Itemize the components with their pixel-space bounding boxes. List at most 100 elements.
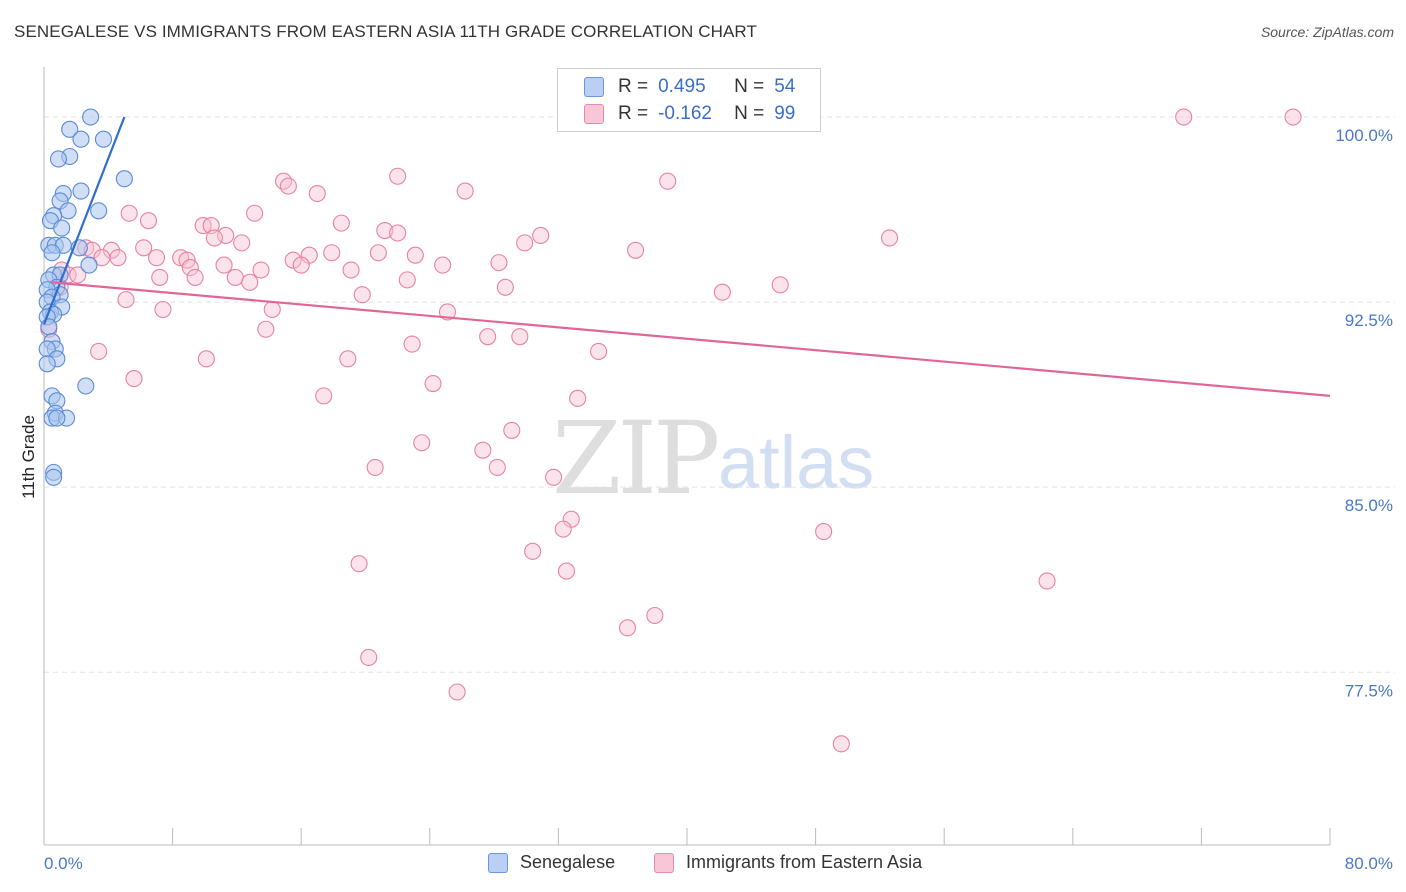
y-tick-label: 85.0% [1345, 496, 1393, 515]
senegalese-point [82, 108, 100, 126]
correlation-legend: R = 0.495 N = 54 R = -0.162 N = 99 [557, 68, 821, 132]
legend-swatch-blue [584, 77, 604, 97]
eastern-asia-point [308, 184, 326, 203]
eastern-asia-point [511, 328, 529, 346]
source-label: Source: ZipAtlas.com [1260, 24, 1394, 40]
eastern-asia-point [353, 286, 371, 304]
y-tick-labels: 100.0% 92.5% 85.0% 77.5% [1335, 126, 1393, 700]
senegalese-point [38, 355, 56, 373]
eastern-asia-point [135, 239, 153, 257]
eastern-asia-point [215, 256, 233, 274]
eastern-asia-point [413, 434, 431, 452]
legend-n-value: 54 [774, 76, 796, 97]
eastern-asia-point [241, 273, 259, 291]
eastern-asia-point [398, 271, 416, 289]
eastern-asia-point [403, 335, 421, 353]
y-axis-label: 11th Grade [19, 415, 38, 499]
bottom-legend-senegalese: Senegalese [488, 852, 615, 873]
eastern-asia-point [456, 182, 474, 200]
senegalese-point [72, 182, 90, 200]
eastern-asia-point [713, 283, 731, 301]
y-tick-label: 100.0% [1335, 126, 1393, 145]
senegalese-point [59, 202, 77, 220]
senegalese-point [80, 256, 98, 274]
bottom-legend-swatch-blue [488, 852, 508, 873]
eastern-asia-point [532, 226, 550, 245]
eastern-asia-point [117, 291, 135, 309]
eastern-asia-point [406, 246, 424, 264]
eastern-asia-point [516, 234, 534, 252]
x-tick-label: 80.0% [1345, 854, 1393, 873]
eastern-asia-point [332, 214, 350, 232]
eastern-asia-point [646, 606, 664, 625]
eastern-asia-point [197, 350, 215, 368]
x-ticks: 0.0% 80.0% [44, 828, 1393, 873]
senegalese-point [40, 318, 58, 336]
eastern-asia-point [659, 172, 677, 190]
eastern-asia-point [771, 276, 789, 294]
eastern-asia-point [503, 421, 521, 439]
eastern-asia-trend-line [51, 281, 1331, 397]
eastern-asia-point [339, 350, 357, 368]
legend-row-senegalese: R = 0.495 N = 54 [558, 74, 795, 100]
eastern-asia-point [69, 266, 87, 284]
legend-r-value: 0.495 [658, 76, 706, 97]
eastern-asia-point [263, 300, 281, 319]
senegalese-point [43, 244, 61, 262]
eastern-asia-point [376, 221, 394, 240]
eastern-asia-point [545, 468, 563, 486]
eastern-asia-point [448, 683, 466, 701]
eastern-asia-point [434, 256, 452, 274]
eastern-asia-point [389, 224, 407, 242]
chart-title: SENEGALESE VS IMMIGRANTS FROM EASTERN AS… [14, 22, 757, 41]
eastern-asia-point [139, 212, 158, 230]
eastern-asia-point [125, 370, 143, 388]
eastern-asia-point [90, 342, 108, 361]
eastern-asia-point [557, 562, 575, 580]
eastern-asia-point [274, 172, 293, 190]
senegalese-point [49, 150, 68, 168]
senegalese-point [72, 130, 90, 148]
senegalese-point [115, 170, 133, 188]
eastern-asia-point [315, 387, 333, 405]
eastern-asia-point [438, 303, 457, 321]
eastern-asia-point [186, 268, 204, 286]
watermark-atlas: atlas [718, 421, 875, 504]
eastern-asia-point [424, 374, 442, 393]
eastern-asia-point [109, 249, 127, 267]
legend-swatch-pink [584, 104, 604, 124]
legend-n-label: N = [734, 76, 765, 97]
senegalese-point [48, 409, 66, 427]
bottom-legend-label: Immigrants from Eastern Asia [686, 852, 923, 872]
trend-lines [42, 116, 1331, 397]
eastern-asia-point [154, 300, 172, 319]
eastern-asia-point [226, 268, 244, 286]
eastern-asia-point [488, 458, 506, 476]
bottom-legend-label: Senegalese [520, 852, 616, 872]
eastern-asia-point [246, 204, 264, 222]
bottom-legend-eastern-asia: Immigrants from Eastern Asia [654, 852, 922, 873]
eastern-asia-point [366, 458, 384, 476]
series-senegalese-points [38, 108, 133, 486]
eastern-asia-point [880, 229, 899, 247]
eastern-asia-point [257, 320, 275, 338]
eastern-asia-point [292, 256, 310, 274]
legend-r-value: -0.162 [658, 103, 712, 124]
eastern-asia-point [350, 555, 368, 573]
legend-r-label: R = [618, 103, 649, 124]
eastern-asia-point [284, 251, 302, 269]
eastern-asia-point [618, 619, 637, 637]
legend-r-label: R = [618, 76, 649, 97]
gridlines [44, 116, 1395, 673]
eastern-asia-point [217, 226, 235, 245]
eastern-asia-point [627, 241, 645, 259]
eastern-asia-point [233, 234, 251, 252]
eastern-asia-point [496, 278, 514, 296]
y-tick-label: 77.5% [1345, 681, 1393, 700]
eastern-asia-point [93, 249, 111, 267]
watermark-zip: ZIP [552, 400, 720, 517]
eastern-asia-point [342, 261, 360, 279]
y-tick-label: 92.5% [1345, 311, 1393, 330]
legend-row-eastern-asia: R = -0.162 N = 99 [558, 101, 795, 127]
